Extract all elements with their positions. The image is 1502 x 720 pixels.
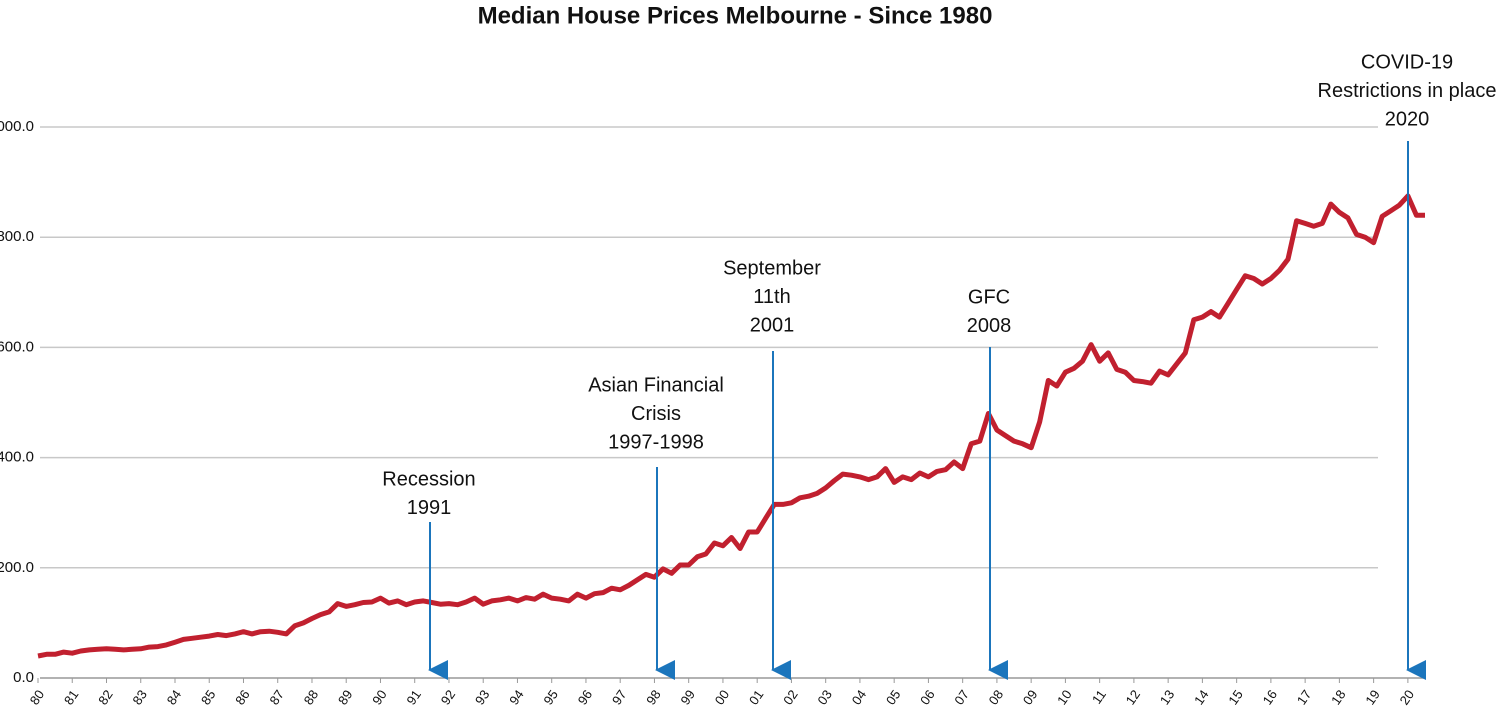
annotation-text: 2001 xyxy=(750,314,795,336)
annotation-text: September xyxy=(723,257,821,279)
annotation-text: Crisis xyxy=(631,403,681,425)
x-tick-label: 82 xyxy=(95,687,116,707)
x-tick-label: 14 xyxy=(1191,687,1212,707)
y-tick-label: 800.0 xyxy=(0,228,34,245)
x-tick-label: 16 xyxy=(1260,687,1281,707)
x-tick-label: 02 xyxy=(780,687,801,707)
x-tick-label: 93 xyxy=(472,687,493,707)
annotation-text: 2008 xyxy=(967,315,1012,337)
x-tick-label: 19 xyxy=(1362,687,1383,707)
x-tick-label: 13 xyxy=(1157,687,1178,707)
x-tick-label: 06 xyxy=(917,687,938,707)
x-tick-label: 92 xyxy=(438,687,459,707)
y-tick-label: 0.0 xyxy=(13,669,34,686)
x-tick-label: 20 xyxy=(1397,687,1418,707)
x-tick-label: 95 xyxy=(540,687,561,707)
annotation-text: 1997-1998 xyxy=(608,431,704,453)
annotation-text: Recession xyxy=(382,468,475,490)
x-tick-label: 03 xyxy=(814,687,835,707)
x-tick-label: 85 xyxy=(198,687,219,707)
annotation-text: Restrictions in place xyxy=(1318,80,1497,102)
annotation-text: GFC xyxy=(968,286,1010,308)
x-tick-label: 15 xyxy=(1225,687,1246,707)
x-tick-label: 17 xyxy=(1294,687,1315,707)
x-tick-label: 97 xyxy=(609,687,630,707)
x-tick-label: 87 xyxy=(266,687,287,707)
x-tick-label: 81 xyxy=(61,687,82,707)
x-tick-label: 96 xyxy=(575,687,596,707)
annotation-text: Asian Financial xyxy=(588,374,724,396)
annotation-text: 11th xyxy=(753,286,790,308)
x-tick-label: 04 xyxy=(849,687,870,707)
y-tick-label: 400.0 xyxy=(0,449,34,466)
y-tick-label: 600.0 xyxy=(0,338,34,355)
x-tick-label: 08 xyxy=(986,687,1007,707)
x-tick-label: 83 xyxy=(129,687,150,707)
x-tick-label: 91 xyxy=(403,687,424,707)
x-tick-label: 86 xyxy=(232,687,253,707)
x-tick-label: 09 xyxy=(1020,687,1041,707)
annotation-text: COVID-19 xyxy=(1361,51,1453,73)
x-tick-label: 00 xyxy=(712,687,733,707)
x-tick-label: 05 xyxy=(883,687,904,707)
price-line xyxy=(37,193,1425,659)
annotation-text: 2020 xyxy=(1385,108,1430,130)
x-tick-label: 01 xyxy=(746,687,767,707)
y-tick-label: 1000.0 xyxy=(0,118,34,135)
x-tick-label: 98 xyxy=(643,687,664,707)
x-tick-label: 80 xyxy=(27,687,48,707)
annotation-text: 1991 xyxy=(407,497,452,519)
x-tick-label: 89 xyxy=(335,687,356,707)
x-tick-label: 88 xyxy=(301,687,322,707)
x-tick-label: 18 xyxy=(1328,687,1349,707)
x-tick-label: 11 xyxy=(1089,687,1109,707)
x-tick-label: 90 xyxy=(369,687,390,707)
x-tick-label: 12 xyxy=(1123,687,1144,707)
x-tick-label: 99 xyxy=(677,687,698,707)
x-tick-label: 07 xyxy=(951,687,972,707)
x-tick-label: 10 xyxy=(1054,687,1075,707)
x-tick-label: 94 xyxy=(506,687,527,707)
y-tick-label: 200.0 xyxy=(0,559,34,576)
chart-title: Median House Prices Melbourne - Since 19… xyxy=(478,2,993,29)
x-tick-label: 84 xyxy=(164,687,185,707)
